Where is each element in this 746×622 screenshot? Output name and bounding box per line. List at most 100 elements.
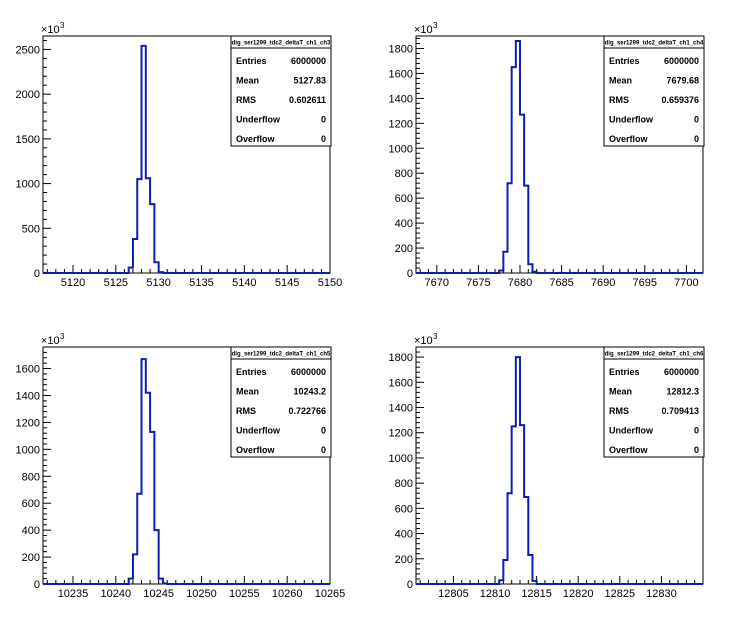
y-scale-exponent-sup: 3 [60, 332, 65, 341]
y-tick-label: 600 [395, 503, 413, 515]
stats-box-title: dig_ser1299_tdc2_deltaT_ch1_ch6 [605, 352, 704, 358]
stats-row-value: 0 [321, 426, 326, 436]
y-scale-exponent-sup: 3 [60, 21, 65, 30]
y-tick-label: 2500 [16, 44, 40, 56]
y-scale-exponent-label: ×10 [414, 335, 433, 347]
y-tick-label: 1400 [389, 403, 413, 415]
histogram-panel-4: 0 200 400 600 800 1000 1200 1400 1600 1800 12805 12… [389, 332, 705, 600]
stats-row-value: 0 [321, 115, 326, 125]
histogram-series-line [43, 358, 330, 585]
y-tick-label: 1000 [16, 179, 40, 191]
x-tick-label: 5135 [189, 277, 213, 289]
y-scale-exponent-label: ×10 [41, 335, 60, 347]
y-tick-label: 800 [395, 478, 413, 490]
x-tick-label: 12820 [563, 588, 594, 600]
x-tick-label: 5140 [232, 277, 256, 289]
x-tick-label: 7670 [425, 277, 449, 289]
x-tick-label: 5120 [61, 277, 85, 289]
stats-row-label: Underflow [609, 115, 654, 125]
x-tick-label: 10255 [229, 588, 260, 600]
stats-row-label: Underflow [236, 426, 281, 436]
stats-row-value: 6000000 [291, 367, 326, 377]
y-tick-label: 1400 [16, 390, 40, 402]
y-tick-label: 1600 [16, 364, 40, 376]
x-tick-label: 10250 [186, 588, 217, 600]
stats-row-label: RMS [236, 406, 256, 416]
stats-row-label: Overflow [236, 445, 276, 455]
stats-box-frame [603, 346, 705, 458]
stats-box-frame [230, 346, 332, 458]
histogram-series-line [43, 44, 330, 274]
y-tick-label: 0 [34, 268, 40, 280]
stats-row-value: 0 [694, 115, 699, 125]
stats-row-value: 6000000 [291, 56, 326, 66]
x-tick-label: 5150 [318, 277, 342, 289]
stats-box-title: dig_ser1299_tdc2_deltaT_ch1_ch3 [232, 41, 331, 47]
x-tick-label: 7685 [549, 277, 573, 289]
stats-box: dig_ser1299_tdc2_deltaT_ch1_ch5 Entries 60… [230, 346, 332, 458]
stats-box: dig_ser1299_tdc2_deltaT_ch1_ch4 Entries 60… [603, 35, 705, 147]
y-tick-label: 1800 [389, 352, 413, 364]
y-tick-label: 400 [395, 529, 413, 541]
stats-row-value: 0.602611 [289, 95, 326, 105]
histogram-panel-1: 0 500 1000 1500 2000 2500 5120 5125 5130 5135 5140… [16, 21, 343, 289]
stats-row-value: 0.722766 [288, 406, 326, 416]
histogram-series-line [416, 356, 703, 585]
y-tick-label: 200 [22, 552, 40, 564]
stats-row-label: Overflow [609, 134, 649, 144]
y-tick-label: 1200 [389, 118, 413, 130]
y-tick-label: 1200 [389, 428, 413, 440]
y-tick-label: 400 [22, 525, 40, 537]
y-tick-label: 1800 [389, 43, 413, 55]
stats-row-value: 0 [694, 445, 699, 455]
y-tick-label: 600 [22, 498, 40, 510]
x-tick-label: 12815 [521, 588, 552, 600]
stats-row-label: Mean [609, 76, 632, 86]
stats-row-label: Entries [236, 367, 267, 377]
y-tick-label: 200 [395, 243, 413, 255]
x-tick-label: 5145 [275, 277, 299, 289]
x-tick-label: 12810 [480, 588, 511, 600]
x-tick-label: 12825 [605, 588, 636, 600]
stats-box-title: dig_ser1299_tdc2_deltaT_ch1_ch5 [232, 352, 331, 358]
stats-row-value: 6000000 [664, 367, 699, 377]
x-tick-label: 10260 [272, 588, 303, 600]
stats-row-value: 0 [321, 445, 326, 455]
y-tick-label: 1000 [389, 143, 413, 155]
stats-row-label: Underflow [609, 426, 654, 436]
histogram-series-line [416, 39, 703, 274]
stats-row-value: 10243.2 [293, 387, 326, 397]
y-scale-exponent-label: ×10 [41, 24, 60, 36]
stats-row-label: Entries [609, 56, 640, 66]
histogram-panel-2: 0 200 400 600 800 1000 1200 1400 1600 1800 7670 767… [389, 21, 705, 289]
x-tick-label: 5130 [146, 277, 170, 289]
x-tick-label: 10235 [58, 588, 89, 600]
y-tick-label: 800 [22, 471, 40, 483]
stats-row-value: 6000000 [664, 56, 699, 66]
y-tick-label: 1000 [389, 453, 413, 465]
x-tick-label: 7680 [508, 277, 532, 289]
stats-row-value: 12812.3 [666, 387, 699, 397]
stats-row-label: RMS [236, 95, 256, 105]
y-tick-label: 200 [395, 554, 413, 566]
stats-row-value: 0.709413 [661, 406, 699, 416]
y-tick-label: 1400 [389, 93, 413, 105]
stats-row-label: Underflow [236, 115, 281, 125]
x-tick-label: 10245 [143, 588, 174, 600]
stats-box-title: dig_ser1299_tdc2_deltaT_ch1_ch4 [605, 41, 704, 47]
x-tick-label: 12830 [646, 588, 677, 600]
stats-row-label: Entries [236, 56, 267, 66]
y-tick-label: 1200 [16, 417, 40, 429]
x-tick-label: 7690 [591, 277, 615, 289]
stats-row-label: RMS [609, 95, 629, 105]
y-tick-label: 600 [395, 193, 413, 205]
histogram-panel-3: 0 200 400 600 800 1000 1200 1400 1600 10235 10240 1… [16, 332, 346, 600]
stats-row-label: RMS [609, 406, 629, 416]
x-tick-label: 7700 [674, 277, 698, 289]
y-tick-label: 1600 [389, 68, 413, 80]
y-scale-exponent-sup: 3 [433, 332, 438, 341]
x-tick-label: 7695 [633, 277, 657, 289]
y-tick-label: 0 [34, 579, 40, 591]
stats-row-value: 5127.83 [293, 76, 326, 86]
